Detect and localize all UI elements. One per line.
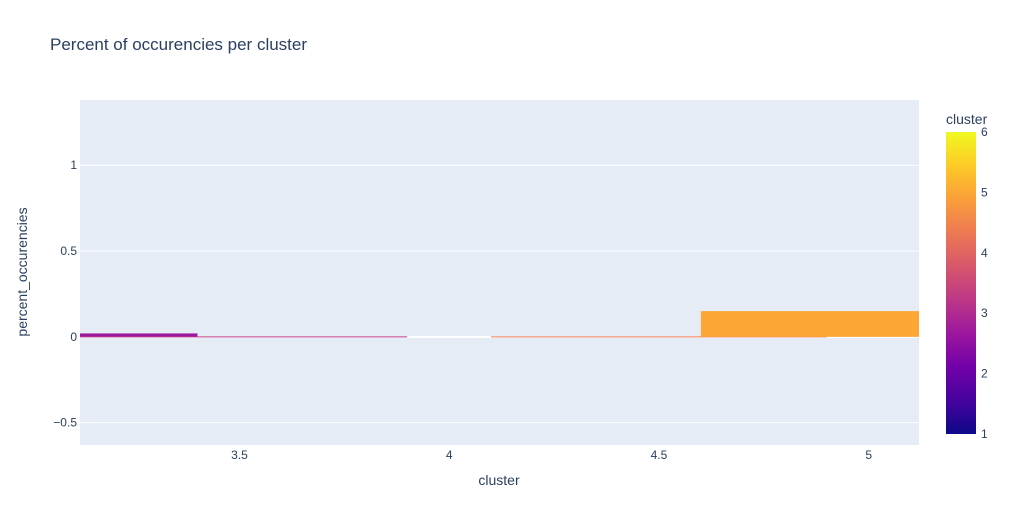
bar[interactable] [491, 336, 827, 338]
y-axis-title: percent_occurencies [14, 207, 30, 336]
colorbar-tick-label: 4 [981, 246, 988, 260]
x-tick-label: 4.5 [651, 448, 668, 462]
y-tick-label: 0.5 [60, 244, 77, 258]
y-tick-label: 1 [70, 158, 77, 172]
y-tick-label: 0 [70, 330, 77, 344]
x-tick-label: 5 [865, 448, 872, 462]
x-tick-label: 4 [446, 448, 453, 462]
colorbar-tick-label: 5 [981, 185, 988, 199]
colorbar-title: cluster [946, 111, 988, 127]
colorbar-tick-label: 2 [981, 367, 988, 381]
bar[interactable] [700, 311, 919, 337]
colorbar [946, 132, 976, 434]
colorbar-tick-label: 6 [981, 125, 988, 139]
y-tick-label: −0.5 [53, 416, 77, 430]
bar[interactable] [80, 333, 198, 337]
x-tick-label: 3.5 [231, 448, 248, 462]
plot-area [80, 100, 919, 445]
bars [80, 311, 919, 338]
colorbar-tick-label: 1 [981, 427, 988, 441]
y-axis-ticks: −0.5 0 0.5 1 [53, 158, 77, 429]
colorbar-tick-label: 3 [981, 306, 988, 320]
colorbar-ticks: 1 2 3 4 5 6 [981, 125, 988, 441]
x-axis-ticks: 3.5 4 4.5 5 [231, 448, 872, 462]
bar[interactable] [80, 336, 408, 338]
x-axis-title: cluster [478, 472, 520, 488]
chart-title: Percent of occurencies per cluster [50, 35, 307, 54]
